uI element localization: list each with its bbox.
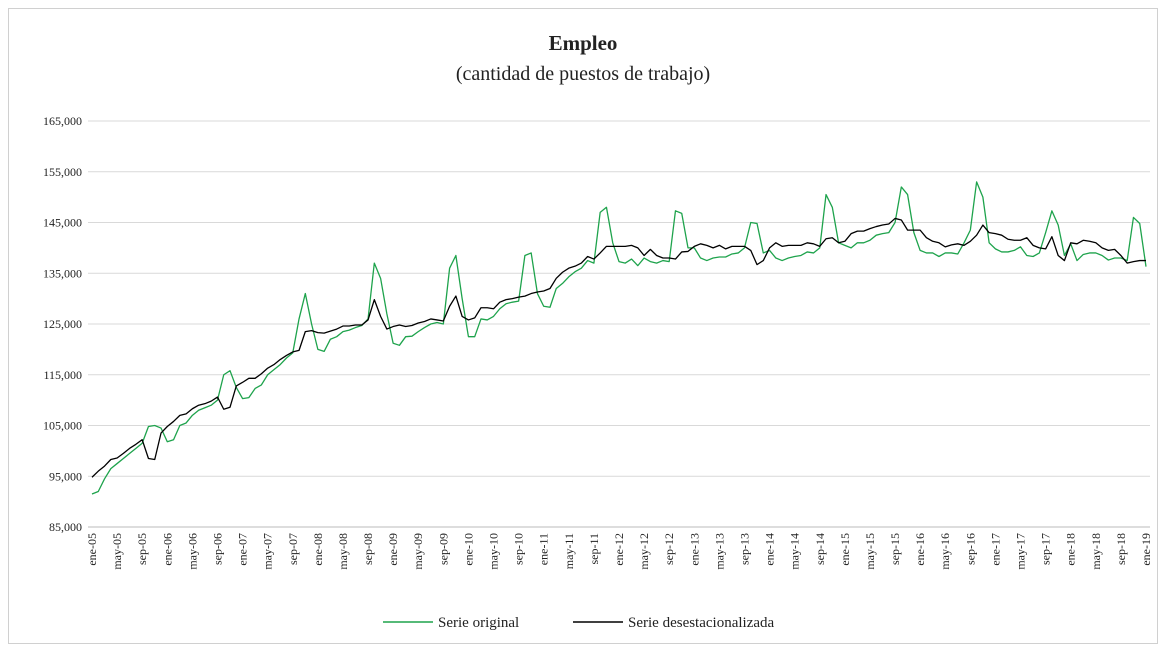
x-tick-label: may-06 [185, 533, 199, 570]
x-tick-label: ene-16 [913, 533, 927, 566]
x-tick-label: ene-12 [612, 533, 626, 566]
x-tick-label: may-18 [1089, 533, 1103, 570]
x-tick-label: may-16 [938, 533, 952, 570]
y-tick-label: 85,000 [49, 520, 82, 534]
x-tick-label: sep-15 [888, 533, 902, 565]
x-tick-label: ene-13 [687, 533, 701, 566]
x-tick-label: ene-09 [386, 533, 400, 566]
legend-label: Serie desestacionalizada [628, 615, 775, 631]
series-line [91, 217, 1146, 478]
x-tick-label: ene-18 [1064, 533, 1078, 566]
x-tick-label: sep-06 [210, 533, 224, 565]
x-tick-label: may-13 [712, 533, 726, 570]
x-tick-label: may-07 [261, 533, 275, 570]
x-tick-label: may-09 [411, 533, 425, 570]
x-tick-label: sep-05 [135, 533, 149, 565]
x-tick-label: may-05 [110, 533, 124, 570]
x-tick-label: sep-10 [512, 533, 526, 565]
x-tick-label: ene-17 [988, 533, 1002, 566]
x-tick-label: may-17 [1014, 533, 1028, 570]
x-tick-label: may-12 [637, 533, 651, 570]
y-tick-label: 155,000 [43, 165, 82, 179]
x-tick-label: sep-17 [1039, 533, 1053, 565]
x-tick-label: sep-12 [662, 533, 676, 565]
x-tick-label: ene-19 [1139, 533, 1153, 566]
y-tick-label: 135,000 [43, 266, 82, 280]
chart-title: Empleo [549, 31, 618, 55]
x-tick-label: sep-09 [436, 533, 450, 565]
x-tick-label: may-11 [562, 533, 576, 569]
y-tick-label: 165,000 [43, 114, 82, 128]
chart-subtitle: (cantidad de puestos de trabajo) [456, 63, 710, 85]
y-tick-label: 95,000 [49, 469, 82, 483]
x-tick-label: ene-15 [838, 533, 852, 566]
x-tick-label: sep-07 [286, 533, 300, 565]
x-tick-label: ene-08 [311, 533, 325, 566]
y-tick-label: 145,000 [43, 216, 82, 230]
x-tick-label: sep-11 [587, 533, 601, 565]
x-tick-label: sep-13 [737, 533, 751, 565]
x-tick-label: may-10 [487, 533, 501, 570]
x-tick-label: sep-16 [963, 533, 977, 565]
y-tick-label: 105,000 [43, 419, 82, 433]
x-tick-label: ene-11 [537, 533, 551, 565]
y-tick-label: 115,000 [43, 368, 82, 382]
x-tick-label: ene-10 [461, 533, 475, 566]
x-tick-label: may-08 [336, 533, 350, 570]
x-tick-label: sep-08 [361, 533, 375, 565]
x-tick-label: sep-18 [1114, 533, 1128, 565]
y-tick-label: 125,000 [43, 317, 82, 331]
x-tick-label: ene-05 [85, 533, 99, 566]
series-line [91, 181, 1147, 495]
x-tick-label: may-15 [863, 533, 877, 570]
legend-label: Serie original [438, 615, 519, 631]
x-tick-label: ene-06 [160, 533, 174, 566]
x-tick-label: may-14 [788, 533, 802, 570]
x-tick-label: ene-07 [236, 533, 250, 566]
x-tick-label: ene-14 [763, 533, 777, 566]
chart-border [8, 8, 1158, 644]
x-tick-label: sep-14 [813, 533, 827, 565]
